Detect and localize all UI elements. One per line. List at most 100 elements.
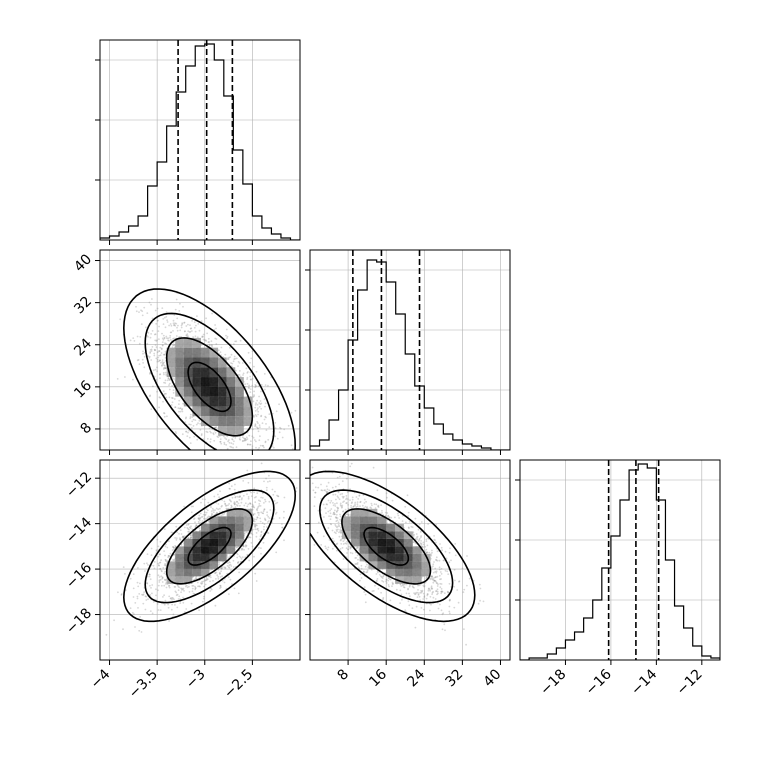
sample-point: [173, 378, 176, 381]
sample-point: [233, 358, 236, 361]
sample-point: [146, 562, 148, 565]
density-cell: [218, 516, 227, 524]
sample-point: [191, 319, 194, 322]
sample-point: [339, 493, 342, 496]
sample-point: [165, 342, 168, 345]
density-cell: [166, 576, 176, 584]
sample-point: [417, 540, 420, 542]
sample-point: [174, 406, 177, 408]
sample-point: [346, 513, 349, 516]
density-cell: [226, 377, 236, 387]
sample-point: [159, 578, 162, 581]
sample-point: [201, 580, 203, 583]
sample-point: [239, 436, 242, 438]
sample-point: [240, 454, 242, 456]
sample-point: [194, 330, 197, 333]
sample-point: [218, 511, 221, 513]
sample-point: [231, 438, 234, 440]
sample-point: [175, 591, 178, 594]
sample-point: [278, 431, 281, 434]
sample-point: [265, 489, 268, 492]
density-cell: [192, 337, 201, 348]
sample-point: [241, 547, 244, 550]
sample-point: [145, 595, 148, 598]
sample-point: [276, 501, 279, 504]
sample-point: [170, 597, 172, 599]
sample-point: [228, 564, 231, 567]
sample-point: [200, 582, 202, 584]
sample-point: [196, 581, 199, 584]
sample-point: [246, 443, 249, 446]
panel-param-1-vs-param-2: [100, 250, 300, 473]
sample-point: [154, 309, 157, 312]
sample-point: [258, 439, 261, 442]
sample-point: [359, 505, 361, 508]
density-contour: [165, 508, 254, 585]
sample-point: [174, 324, 177, 327]
sample-point: [137, 359, 140, 361]
sample-point: [156, 339, 158, 342]
sample-point: [214, 572, 217, 574]
sample-point: [228, 487, 231, 490]
sample-point: [172, 545, 175, 548]
sample-point: [205, 340, 208, 342]
sample-point: [336, 526, 338, 529]
sample-point: [223, 581, 226, 584]
sample-point: [204, 583, 207, 586]
sample-point: [253, 491, 256, 494]
sample-point: [149, 336, 152, 339]
sample-point: [252, 513, 255, 516]
sample-point: [236, 501, 239, 503]
sample-point: [203, 511, 206, 514]
sample-point: [231, 471, 233, 473]
sample-point: [438, 566, 441, 569]
sample-point: [258, 446, 261, 449]
sample-point: [155, 549, 158, 551]
sample-point: [448, 551, 451, 554]
sample-point: [173, 344, 175, 347]
sample-point: [239, 504, 241, 507]
sample-point: [248, 384, 251, 387]
sample-point: [261, 497, 264, 499]
sample-point: [264, 405, 266, 408]
sample-point: [450, 559, 452, 562]
sample-point: [168, 584, 171, 587]
sample-point: [233, 503, 236, 506]
sample-point: [178, 403, 180, 405]
sample-point: [191, 330, 193, 332]
sample-point: [249, 443, 252, 446]
sample-point: [224, 353, 227, 356]
sample-point: [253, 416, 256, 418]
sample-point: [200, 521, 203, 524]
scatter-density-layer: [100, 250, 510, 660]
sample-point: [211, 312, 214, 315]
sample-point: [199, 512, 202, 515]
sample-point: [339, 548, 342, 550]
density-cell: [192, 568, 201, 577]
sample-point: [192, 505, 195, 508]
sample-point: [234, 496, 237, 499]
sample-point: [219, 490, 222, 493]
density-cell: [235, 508, 244, 517]
sample-point: [268, 474, 270, 477]
sample-point: [158, 396, 161, 399]
sample-point: [175, 594, 178, 597]
sample-point: [423, 585, 426, 588]
sample-point: [253, 496, 256, 499]
sample-point: [183, 505, 186, 508]
sample-point: [217, 452, 219, 454]
sample-point: [230, 500, 233, 503]
sample-point: [233, 501, 236, 503]
sample-point: [146, 312, 149, 314]
sample-point: [208, 341, 211, 343]
density-contour: [122, 470, 297, 623]
sample-point: [230, 505, 233, 508]
sample-point: [220, 514, 223, 517]
density-cell: [183, 337, 193, 348]
sample-point: [200, 583, 203, 585]
sample-point: [206, 516, 209, 519]
sample-point: [256, 516, 259, 519]
density-cell: [218, 377, 227, 387]
panel-hist-param-2: [310, 250, 510, 450]
sample-point: [183, 526, 186, 529]
